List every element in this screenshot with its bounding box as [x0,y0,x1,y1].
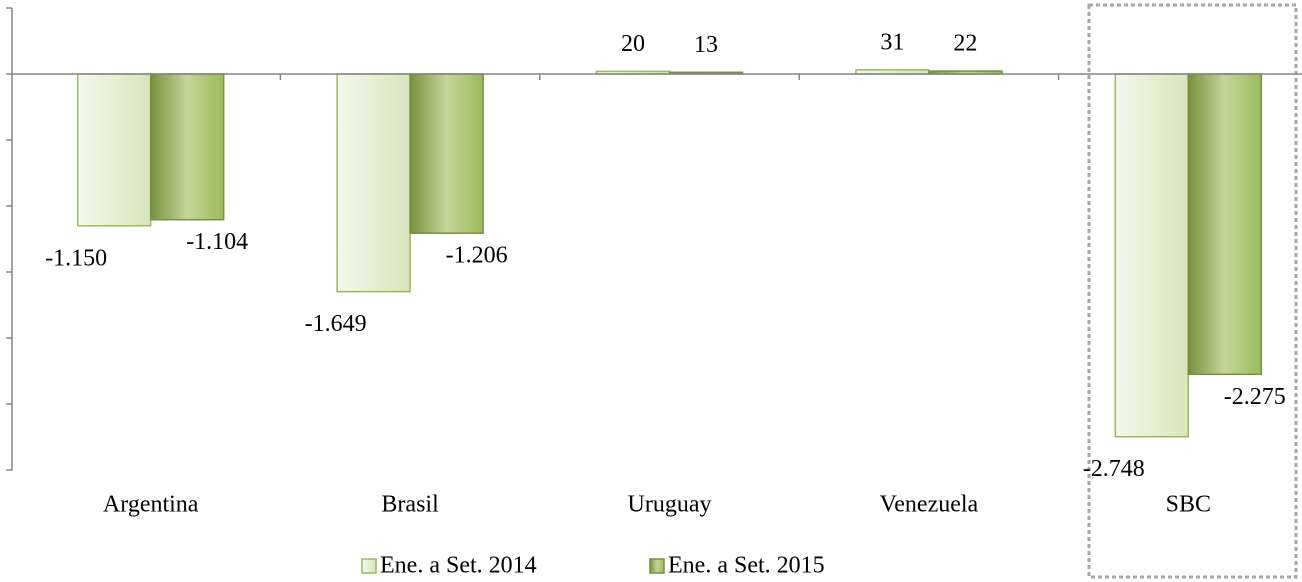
value-label: 13 [694,32,718,58]
value-label: -1.649 [305,311,367,337]
value-label: 20 [621,31,645,57]
legend-swatch [361,558,377,574]
value-label: -2.275 [1224,384,1286,410]
bar [1187,73,1263,376]
value-label: 31 [880,29,904,55]
value-label: -1.206 [446,243,508,269]
bar [409,73,484,234]
x-tick-label: Venezuela [880,492,979,518]
value-label: -2.748 [1083,456,1145,482]
x-tick-label: Uruguay [628,492,712,518]
bar [76,73,152,227]
x-tick-label: Brasil [381,492,439,518]
highlight-box [1087,3,1298,579]
legend-label: Ene. a Set. 2015 [668,553,825,579]
value-label: -1.150 [45,245,107,271]
value-label: -1.104 [186,229,248,255]
bar [149,73,225,221]
x-tick-label: SBC [1166,492,1211,518]
legend-swatch [649,558,665,574]
bar [336,73,411,293]
legend-label: Ene. a Set. 2014 [380,553,537,579]
bar [1114,73,1190,438]
value-label: 22 [953,31,977,57]
x-tick-label: Argentina [103,492,199,518]
